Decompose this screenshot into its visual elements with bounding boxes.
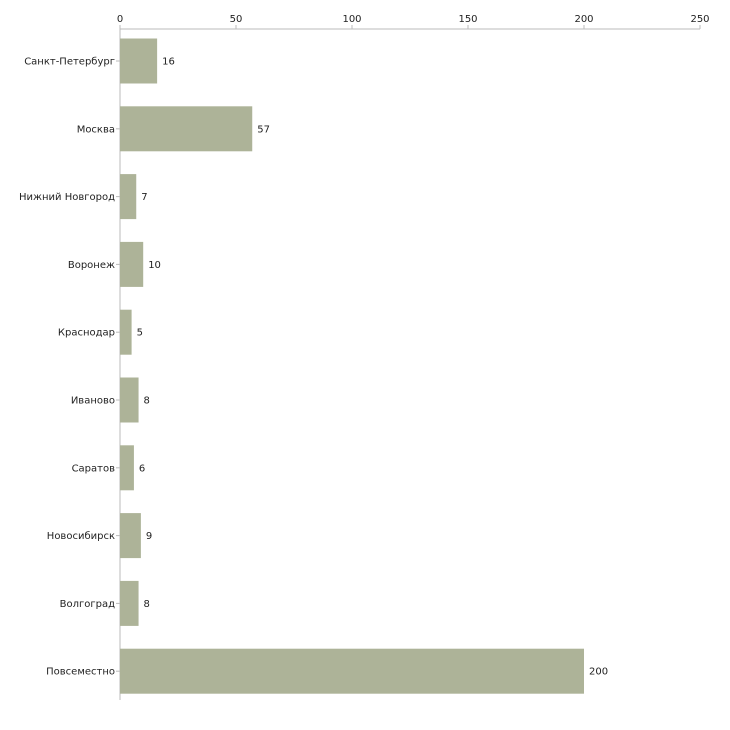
value-label: 6 — [139, 463, 145, 474]
x-tick-label: 150 — [458, 14, 477, 25]
category-label: Москва — [77, 124, 115, 135]
category-label: Саратов — [72, 463, 116, 474]
x-tick-label: 250 — [690, 14, 709, 25]
category-label: Санкт-Петербург — [24, 57, 115, 68]
x-tick-label: 0 — [117, 14, 123, 25]
category-label: Волгоград — [60, 599, 115, 610]
value-label: 5 — [137, 328, 143, 339]
x-tick-label: 50 — [230, 14, 243, 25]
value-label: 7 — [141, 192, 147, 203]
bar — [120, 580, 139, 626]
value-label: 9 — [146, 531, 152, 542]
bar — [120, 106, 253, 152]
bar — [120, 38, 158, 84]
bar — [120, 648, 584, 694]
bar — [120, 377, 139, 423]
bar-layer — [120, 38, 584, 694]
value-label: 10 — [148, 260, 161, 271]
value-label: 200 — [589, 667, 608, 678]
category-label: Повсеместно — [46, 667, 115, 678]
value-label: 57 — [257, 124, 270, 135]
category-label: Нижний Новгород — [19, 192, 115, 203]
category-label: Иваново — [71, 396, 115, 407]
bar — [120, 513, 141, 559]
value-label: 16 — [162, 57, 175, 68]
bar — [120, 241, 144, 287]
bar — [120, 445, 134, 491]
bar — [120, 309, 132, 355]
x-tick-label: 200 — [574, 14, 593, 25]
category-label: Воронеж — [68, 260, 115, 271]
value-label: 8 — [144, 599, 150, 610]
category-label: Краснодар — [58, 328, 115, 339]
bar — [120, 174, 137, 220]
x-tick-label: 100 — [342, 14, 361, 25]
category-label: Новосибирск — [47, 531, 115, 542]
value-label: 8 — [144, 396, 150, 407]
